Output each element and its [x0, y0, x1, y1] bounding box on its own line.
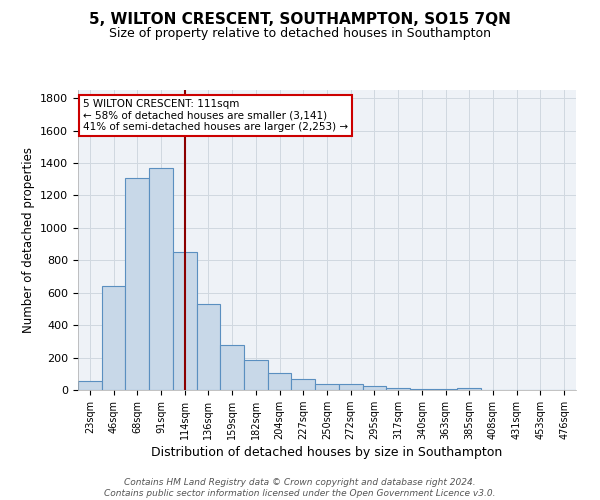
Bar	[386, 388, 410, 390]
Bar	[268, 374, 292, 390]
Bar	[173, 252, 197, 390]
X-axis label: Distribution of detached houses by size in Southampton: Distribution of detached houses by size …	[151, 446, 503, 459]
Bar	[197, 304, 220, 390]
Text: 5, WILTON CRESCENT, SOUTHAMPTON, SO15 7QN: 5, WILTON CRESCENT, SOUTHAMPTON, SO15 7Q…	[89, 12, 511, 28]
Bar	[220, 345, 244, 390]
Bar	[434, 388, 457, 390]
Bar	[149, 168, 173, 390]
Bar	[244, 360, 268, 390]
Text: 5 WILTON CRESCENT: 111sqm
← 58% of detached houses are smaller (3,141)
41% of se: 5 WILTON CRESCENT: 111sqm ← 58% of detac…	[83, 99, 348, 132]
Bar	[315, 384, 339, 390]
Text: Contains HM Land Registry data © Crown copyright and database right 2024.
Contai: Contains HM Land Registry data © Crown c…	[104, 478, 496, 498]
Bar	[125, 178, 149, 390]
Bar	[410, 388, 434, 390]
Bar	[339, 384, 362, 390]
Bar	[362, 386, 386, 390]
Bar	[457, 388, 481, 390]
Bar	[78, 381, 102, 390]
Text: Size of property relative to detached houses in Southampton: Size of property relative to detached ho…	[109, 28, 491, 40]
Bar	[292, 380, 315, 390]
Y-axis label: Number of detached properties: Number of detached properties	[22, 147, 35, 333]
Bar	[102, 286, 125, 390]
